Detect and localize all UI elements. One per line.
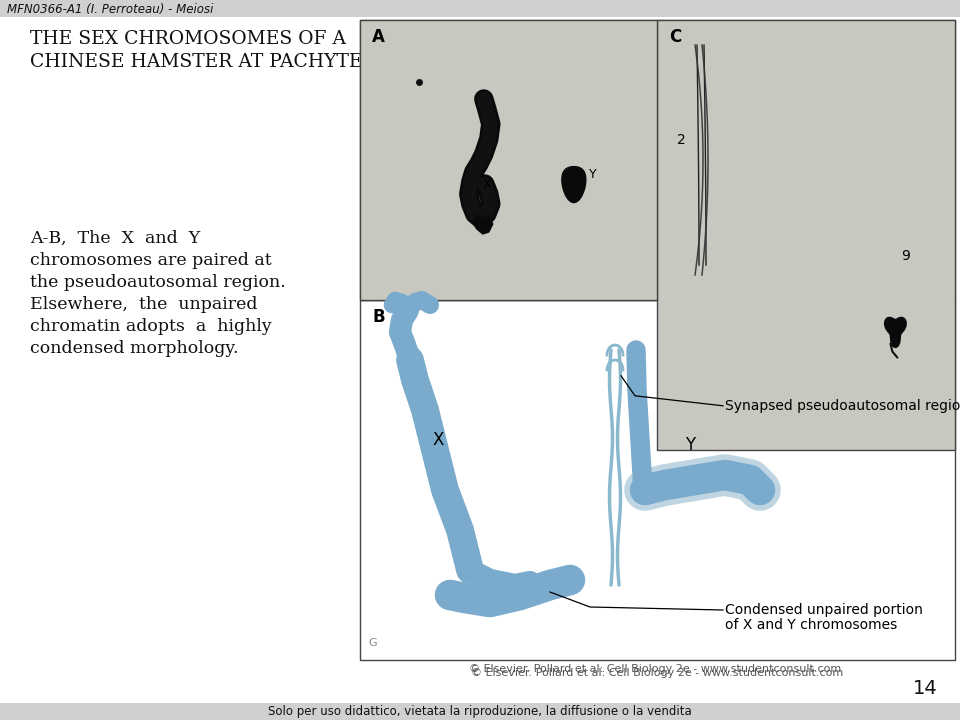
Text: Condensed unpaired portion: Condensed unpaired portion [725,603,923,617]
Bar [360,300,955,660]
Text: Elsewhere,  the  unpaired: Elsewhere, the unpaired [30,296,257,313]
Bar [0,0,960,17]
Bar [657,20,955,300]
Text: 2: 2 [677,133,685,148]
Text: C, Autosomes are
completely synapsed and
show a lesser degree of
condensation.: C, Autosomes are completely synapsed and… [610,30,822,117]
Text: condensed morphology.: condensed morphology. [30,340,238,357]
Text: the pseudoautosomal region.: the pseudoautosomal region. [30,274,286,291]
Polygon shape [562,166,586,202]
Bar [657,20,955,450]
Text: X: X [432,431,444,449]
Text: 14: 14 [913,678,938,698]
Text: © Elsevier. Pollard et al: Cell Biology 2e - www.studentconsult.com: © Elsevier. Pollard et al: Cell Biology … [471,668,844,678]
Polygon shape [884,318,906,348]
Bar [360,20,657,300]
Text: THE SEX CHROMOSOMES OF A
CHINESE HAMSTER AT PACHYTENE.: THE SEX CHROMOSOMES OF A CHINESE HAMSTER… [30,30,398,71]
Text: G: G [368,638,376,648]
Text: Y: Y [588,168,596,181]
Text: © Elsevier. Pollard et al: Cell Biology 2e - www.studentconsult.com: © Elsevier. Pollard et al: Cell Biology … [468,664,841,674]
Bar [0,703,960,720]
Polygon shape [472,214,492,234]
Text: chromatin adopts  a  highly: chromatin adopts a highly [30,318,272,335]
Text: C: C [669,28,682,46]
Text: A-B,  The  X  and  Y: A-B, The X and Y [30,230,201,247]
Text: Synapsed pseudoautosomal region: Synapsed pseudoautosomal region [725,399,960,413]
Text: B: B [372,308,385,326]
Text: chromosomes are paired at: chromosomes are paired at [30,252,272,269]
Text: A: A [372,28,385,46]
Bar [360,20,657,300]
Text: X: X [483,178,492,191]
Text: 9: 9 [901,250,910,264]
Text: of X and Y chromosomes: of X and Y chromosomes [725,618,898,632]
Text: Y: Y [684,436,695,454]
Text: MFN0366-A1 (I. Perroteau) - Meiosi: MFN0366-A1 (I. Perroteau) - Meiosi [7,2,213,16]
Text: Solo per uso didattico, vietata la riproduzione, la diffusione o la vendita: Solo per uso didattico, vietata la ripro… [268,705,692,718]
